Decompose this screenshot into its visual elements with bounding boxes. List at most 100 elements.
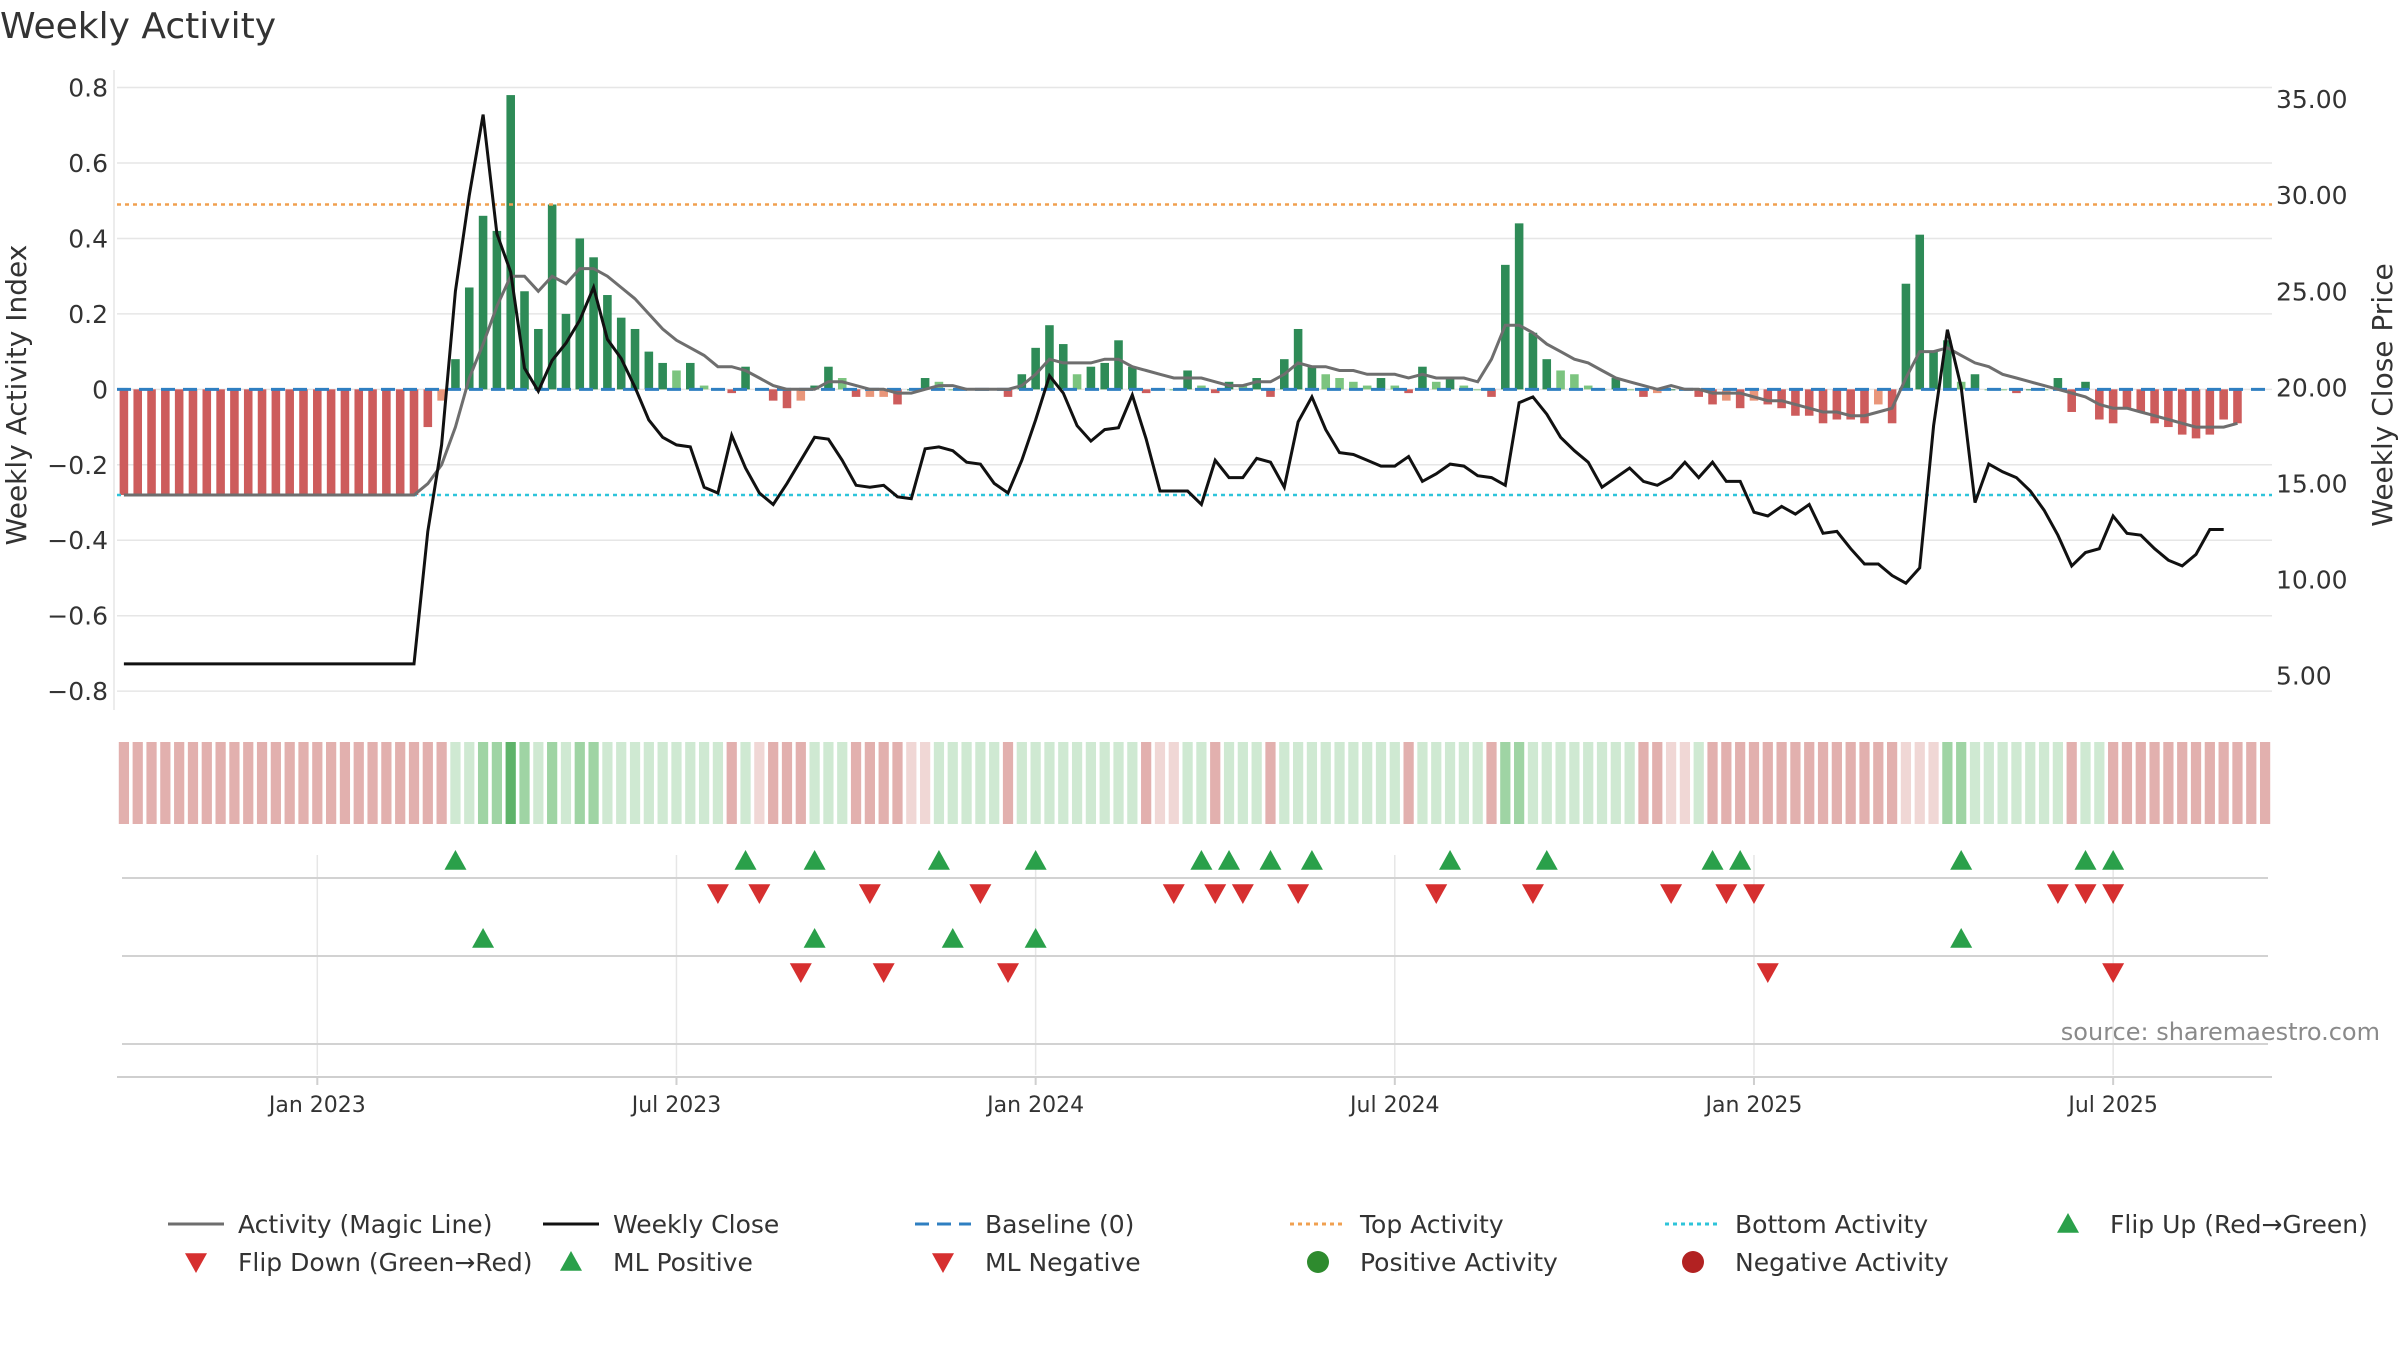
y-tick-label: −0.6 [47,602,108,631]
strip-cell [588,742,599,824]
activity-bar [1666,389,1676,391]
strip-cell [837,742,848,824]
x-tick-label: Jan 2023 [267,1093,366,1118]
strip-cell [118,742,130,824]
strip-cell [1306,742,1318,824]
strip-cell [726,742,737,824]
activity-bar [1058,344,1068,390]
flip-down-marker [706,884,729,904]
strip-cell [1652,742,1663,824]
flip-down-marker [1287,884,1310,904]
activity-bar [1210,389,1220,394]
activity-bar [464,287,474,390]
activity-bar [1639,389,1648,397]
legend-label: Bottom Activity [1735,1210,1928,1239]
activity-bar [354,389,364,495]
chart-title: Weekly Activity [0,6,276,47]
activity-bar [1362,385,1372,390]
strip-cell [491,742,502,824]
legend-label: Activity (Magic Line) [238,1210,492,1239]
activity-bar [1694,389,1703,397]
flip-up-marker [1300,850,1323,870]
strip-cell [2163,742,2174,824]
y2-tick-label: 35.00 [2276,85,2348,114]
strip-cell [671,742,682,824]
legend-swatch [1307,1251,1329,1273]
x-tick-label: Jul 2023 [630,1093,722,1118]
strip-cell [1707,742,1718,824]
x-tick-label: Jul 2024 [1348,1093,1440,1118]
strip-cell [2246,742,2257,824]
y-tick-label: −0.2 [47,451,108,480]
flip-markers [122,850,2268,1045]
strip-cell [1334,742,1345,824]
activity-bar [1003,389,1013,397]
strip-cell [201,742,212,824]
strip-cell [1900,742,1912,824]
activity-bar [1777,389,1786,409]
activity-strip [118,742,2271,824]
legend-swatch [2057,1213,2079,1233]
strip-cell [1444,742,1456,824]
activity-bar [547,204,557,390]
y-tick-label: −0.8 [47,677,108,706]
activity-bar [1874,389,1883,405]
y-tick-label: 0.8 [68,74,108,103]
strip-cell [2190,742,2202,824]
activity-bar [1846,389,1855,420]
ml-negative-marker [2102,963,2125,983]
activity-bar [796,389,806,401]
flip-up-marker [803,850,826,870]
strip-cell [1486,742,1497,824]
flip-down-marker [969,884,992,904]
strip-cell [1569,742,1580,824]
activity-bar [1349,381,1358,390]
strip-cell [1527,742,1539,824]
activity-bar [589,257,598,390]
ml-negative-marker [789,963,812,983]
strip-cell [2080,742,2091,824]
activity-bar [409,389,419,495]
flip-down-marker [1425,884,1448,904]
activity-bar [644,351,654,390]
strip-cell [920,742,931,824]
activity-bar [1901,283,1911,390]
strip-cell [284,742,295,824]
strip-cell [1071,742,1083,824]
strip-cell [243,742,254,824]
activity-bar [2136,389,2146,412]
activity-bar [2108,389,2118,424]
y-axis-label: Weekly Activity Index [0,245,33,546]
activity-bar [2081,381,2090,390]
strip-cell [1348,742,1359,824]
activity-bar [920,378,930,390]
activity-bar [285,389,294,495]
activity-bar [1017,374,1027,390]
strip-cell [2149,742,2160,824]
strip-cell [353,742,364,824]
flip-up-marker [444,850,467,870]
activity-bar [1570,374,1579,390]
ml-negative-marker [1756,963,1779,983]
strip-cell [1058,742,1069,824]
activity-bar [1418,366,1427,390]
ml-negative-marker [997,963,1020,983]
activity-bar [534,328,543,390]
strip-cell [1817,742,1829,824]
flip-up-marker [1259,850,1282,870]
strip-cell [146,742,157,824]
strip-cell [1583,742,1594,824]
flip-up-marker [2102,850,2125,870]
legend-item: Bottom Activity [1665,1210,1928,1239]
activity-bar [810,385,819,390]
strip-cell [2094,742,2105,824]
strip-cell [298,742,309,824]
activity-bar [340,389,350,495]
strip-cell [1085,742,1097,824]
flip-down-marker [2074,884,2097,904]
strip-cell [367,742,378,824]
activity-bar [1487,389,1496,397]
strip-cell [1748,742,1760,824]
legend-item: Activity (Magic Line) [168,1210,492,1239]
flip-up-marker [734,850,757,870]
